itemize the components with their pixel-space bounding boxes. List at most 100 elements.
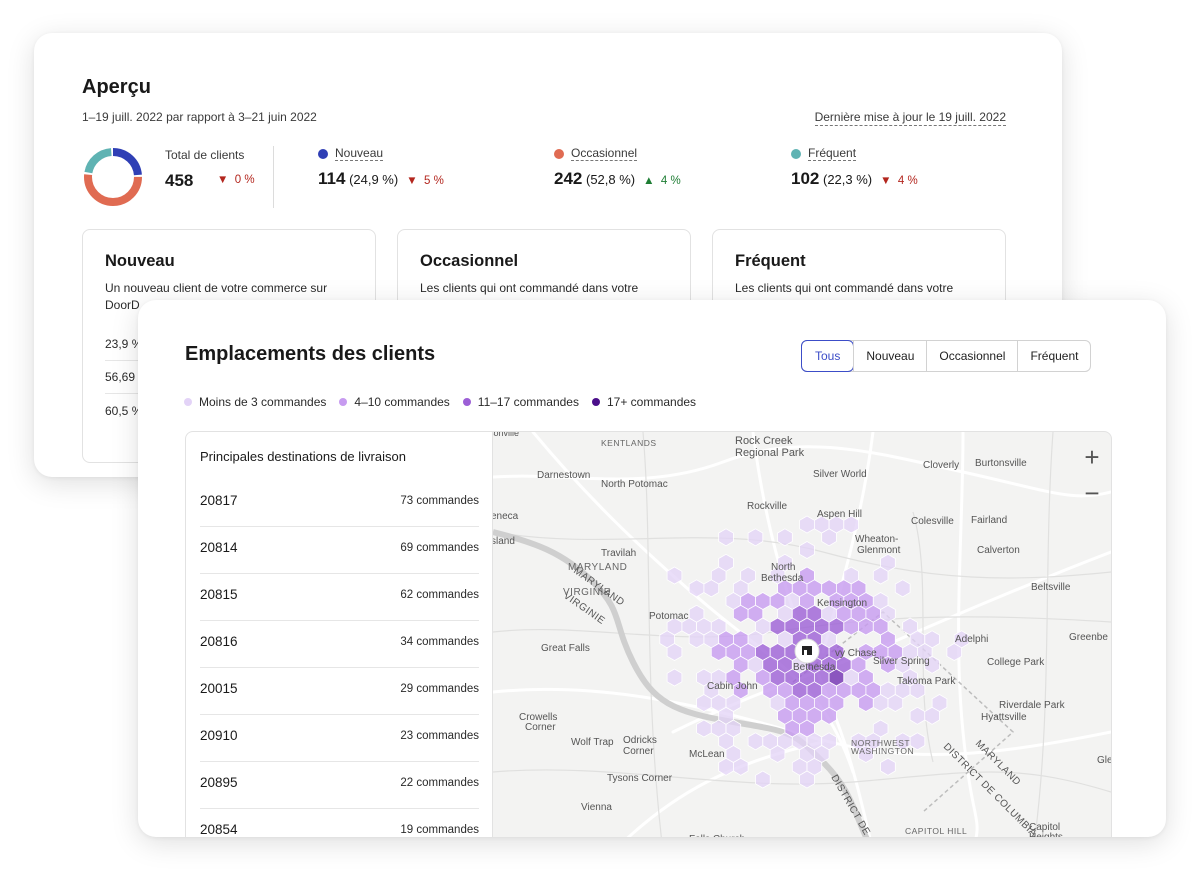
zip-code: 20817	[200, 493, 238, 508]
zoom-in-button[interactable]: +	[1084, 442, 1100, 472]
top-destinations-panel: Principales destinations de livraison 20…	[185, 431, 493, 837]
map-label: Great Falls	[541, 643, 590, 654]
destination-row: 20814 69 commandes	[200, 526, 479, 574]
map-label: Darnestown	[537, 470, 590, 481]
hexbin	[909, 732, 926, 751]
map-label: North Potomac	[601, 479, 668, 490]
segment-change: ▼ 5 %	[406, 175, 444, 187]
zoom-out-button[interactable]: −	[1084, 478, 1100, 508]
map-label: Falls Church	[689, 834, 745, 837]
map-label: VIRGINIE	[563, 587, 611, 598]
hexbin	[799, 770, 815, 789]
hexbin	[747, 732, 764, 751]
hexbin	[769, 745, 786, 763]
zip-code: 20895	[200, 775, 238, 790]
total-customers-value: 458	[165, 171, 194, 190]
hexbin	[703, 579, 720, 598]
destination-row: 20854 19 commandes	[200, 808, 479, 837]
filter-new[interactable]: Nouveau	[853, 341, 926, 371]
order-count: 34 commandes	[400, 636, 479, 648]
hexbin	[799, 541, 815, 559]
hexbin	[696, 719, 712, 738]
hexbin	[777, 528, 793, 547]
order-count: 19 commandes	[400, 824, 479, 836]
stat-row: 60,5 %	[105, 404, 143, 418]
destinations-title: Principales destinations de livraison	[200, 449, 406, 464]
total-customers-label: Total de clients	[165, 148, 245, 162]
map-label: Regional Park	[735, 447, 805, 459]
hexbin	[718, 528, 734, 547]
map-label: Takoma Park	[897, 676, 956, 687]
hexbin	[718, 757, 734, 776]
potomac-river	[493, 529, 870, 837]
hexbin	[924, 706, 940, 725]
destination-row: 20910 23 commandes	[200, 714, 479, 762]
zip-code: 20854	[200, 822, 238, 837]
filter-occasional[interactable]: Occasionnel	[926, 341, 1017, 371]
map-label: Heights	[1029, 832, 1063, 837]
legend-dot	[554, 148, 564, 159]
map-label: Rockville	[747, 501, 787, 512]
segment-label[interactable]: Nouveau	[335, 146, 384, 161]
map-label: KENTLANDS	[601, 438, 657, 448]
stat-row: 56,69	[105, 370, 136, 384]
map-label: Burtonsville	[975, 458, 1027, 469]
destination-row: 20895 22 commandes	[200, 761, 479, 809]
date-range: 1–19 juill. 2022 par rapport à 3–21 juin…	[82, 110, 317, 124]
stat-row: 23,9 %	[105, 337, 143, 351]
last-updated-link[interactable]: Dernière mise à jour le 19 juill. 2022	[814, 110, 1006, 126]
hexbin	[747, 528, 764, 547]
segment-value: 114	[318, 169, 346, 188]
map-label: Capitol	[1029, 822, 1060, 833]
segment-pct: (24,9 %)	[349, 172, 399, 187]
destination-row: 20816 34 commandes	[200, 620, 479, 668]
segment-label[interactable]: Occasionnel	[571, 146, 638, 161]
zip-code: 20910	[200, 728, 238, 743]
hexbin	[858, 694, 874, 712]
map-label: Riverdale Park	[999, 700, 1066, 711]
map-label: Bethesda	[793, 662, 836, 673]
hexbin	[732, 757, 749, 776]
hexbin	[828, 668, 845, 687]
map-label: Cabin John	[707, 681, 758, 692]
hexbin	[821, 706, 837, 725]
order-count: 22 commandes	[400, 777, 479, 789]
map-label: Potomac	[649, 611, 688, 622]
legend-item: 4–10 commandes	[339, 395, 450, 409]
legend-dot	[318, 148, 328, 159]
map-label: vy Chase	[835, 648, 877, 659]
segment-card-title: Fréquent	[735, 252, 806, 270]
legend-dot	[591, 398, 600, 406]
segment-card-title: Nouveau	[105, 252, 175, 270]
legend-dot	[462, 398, 471, 406]
map-label: Silver Spring	[873, 656, 930, 667]
legend-dot	[791, 148, 801, 159]
map-label: Crowells	[519, 712, 557, 723]
map-label: Wheaton-	[855, 534, 898, 545]
segment-pct: (52,8 %)	[586, 172, 636, 187]
segment-card-text: Les clients qui ont commandé dans votre	[735, 281, 954, 295]
hexbin	[909, 681, 926, 700]
filter-all[interactable]: Tous	[801, 340, 855, 372]
hexbin	[909, 706, 926, 725]
map-label: Beltsville	[1031, 582, 1071, 593]
segment-change: ▲ 4 %	[643, 175, 681, 187]
map-label: DISTRICT DE COLUMBIA	[828, 773, 901, 837]
filter-frequent[interactable]: Fréquent	[1017, 341, 1090, 371]
order-count: 23 commandes	[400, 730, 479, 742]
map-label: Vienna	[581, 802, 612, 813]
segment-label[interactable]: Fréquent	[808, 146, 857, 161]
map-label: Cloverly	[923, 460, 959, 471]
legend-item: Moins de 3 commandes	[184, 395, 326, 409]
hexbin	[666, 566, 683, 585]
map-label: Greenbe	[1069, 632, 1108, 643]
zip-code: 20015	[200, 681, 238, 696]
customer-filter: Tous Nouveau Occasionnel Fréquent	[801, 340, 1092, 372]
legend-dot	[184, 398, 192, 406]
order-count: 29 commandes	[400, 683, 479, 695]
segment-card-title: Occasionnel	[420, 252, 519, 270]
map-label: Tysons Corner	[607, 773, 673, 784]
